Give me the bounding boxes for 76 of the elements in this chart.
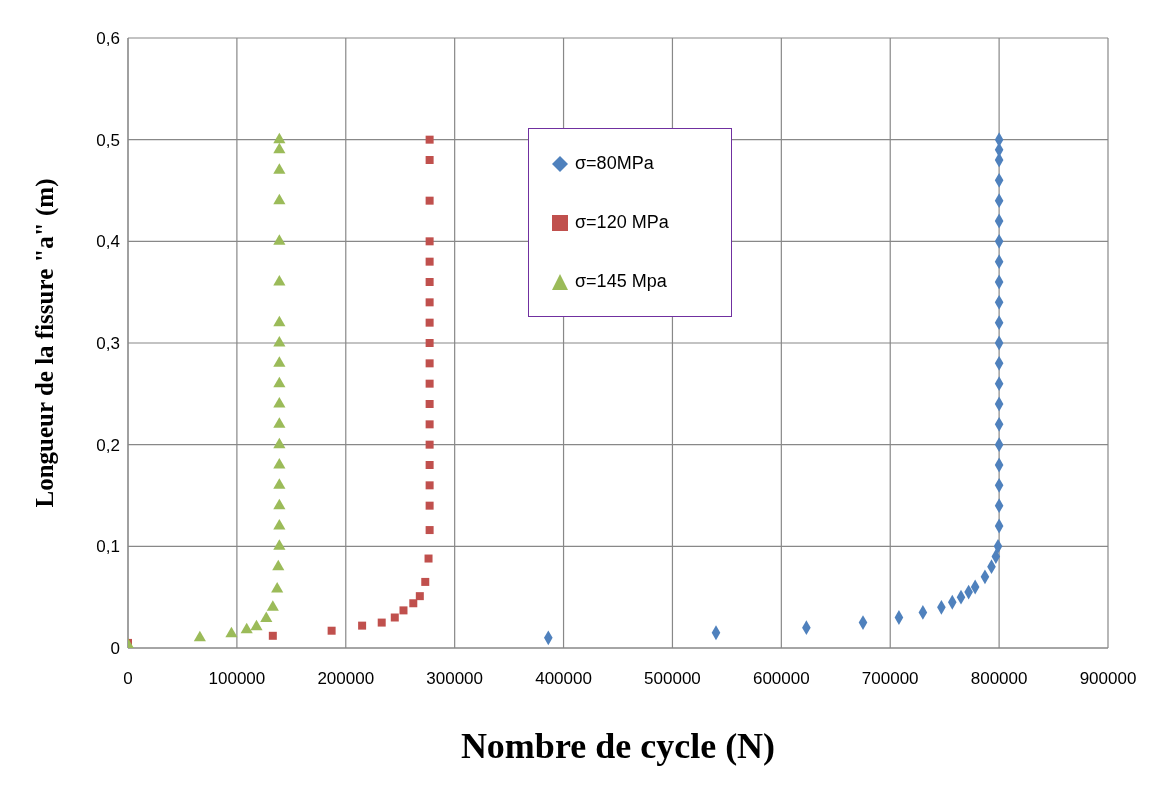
point bbox=[273, 132, 286, 144]
point bbox=[273, 396, 286, 408]
point bbox=[425, 156, 434, 164]
point bbox=[358, 621, 367, 630]
point bbox=[273, 274, 286, 286]
point bbox=[272, 559, 285, 571]
point bbox=[399, 606, 408, 615]
point bbox=[273, 478, 286, 489]
legend-label: σ=145 Mpa bbox=[575, 271, 667, 292]
x-tick-label: 900000 bbox=[1079, 669, 1137, 689]
point bbox=[273, 234, 286, 245]
point bbox=[273, 376, 286, 388]
point bbox=[273, 335, 286, 347]
point bbox=[193, 630, 206, 642]
point bbox=[425, 501, 434, 510]
point bbox=[425, 440, 434, 449]
x-tick-label: 600000 bbox=[752, 669, 810, 689]
y-tick-label: 0 bbox=[110, 639, 120, 659]
point bbox=[273, 457, 286, 469]
point bbox=[250, 619, 263, 631]
x-tick-label: 700000 bbox=[861, 669, 919, 689]
x-tick-label: 0 bbox=[123, 669, 133, 689]
y-tick-label: 0,3 bbox=[96, 334, 120, 354]
point bbox=[273, 437, 286, 449]
y-tick-label: 0,6 bbox=[96, 29, 120, 49]
point bbox=[273, 518, 286, 530]
point bbox=[273, 315, 286, 327]
point bbox=[273, 193, 286, 205]
x-tick-label: 300000 bbox=[426, 669, 484, 689]
point bbox=[273, 498, 286, 510]
point bbox=[425, 526, 434, 535]
point bbox=[425, 420, 434, 429]
y-tick-label: 0,5 bbox=[96, 130, 120, 150]
point bbox=[266, 600, 279, 611]
y-axis-title: Longueur de la fissure "a" (m) bbox=[30, 178, 59, 508]
x-tick-label: 400000 bbox=[535, 669, 592, 689]
legend-label: σ=80MPa bbox=[575, 153, 654, 174]
point bbox=[273, 539, 286, 550]
point bbox=[273, 142, 286, 154]
y-tick-label: 0,2 bbox=[96, 435, 120, 455]
point bbox=[273, 163, 286, 174]
point bbox=[425, 339, 434, 347]
point bbox=[425, 379, 434, 388]
point bbox=[273, 356, 286, 367]
point bbox=[327, 626, 336, 635]
point bbox=[425, 298, 434, 307]
x-axis-title: Nombre de cycle (N) bbox=[460, 726, 776, 766]
point bbox=[260, 611, 273, 623]
y-tick-label: 0,1 bbox=[96, 537, 120, 557]
point bbox=[271, 582, 284, 593]
point bbox=[390, 613, 399, 622]
legend-label: σ=120 MPa bbox=[575, 212, 669, 233]
point bbox=[377, 618, 386, 627]
point bbox=[425, 400, 434, 408]
point bbox=[273, 417, 286, 428]
y-tick-label: 0,4 bbox=[96, 232, 120, 252]
point bbox=[268, 631, 277, 640]
point bbox=[425, 278, 434, 286]
point bbox=[409, 599, 418, 608]
point bbox=[425, 318, 434, 327]
point bbox=[424, 554, 433, 563]
x-tick-label: 800000 bbox=[970, 669, 1028, 689]
x-tick-label: 200000 bbox=[317, 669, 375, 689]
point bbox=[415, 592, 424, 601]
point bbox=[225, 626, 238, 638]
point bbox=[425, 237, 434, 246]
x-tick-label: 100000 bbox=[208, 669, 266, 689]
point bbox=[425, 135, 434, 144]
point bbox=[425, 257, 434, 266]
x-tick-label: 500000 bbox=[644, 669, 701, 689]
point bbox=[425, 461, 434, 469]
point bbox=[240, 622, 253, 634]
point bbox=[421, 577, 430, 586]
point bbox=[425, 196, 434, 205]
point bbox=[425, 359, 434, 368]
point bbox=[425, 481, 434, 490]
